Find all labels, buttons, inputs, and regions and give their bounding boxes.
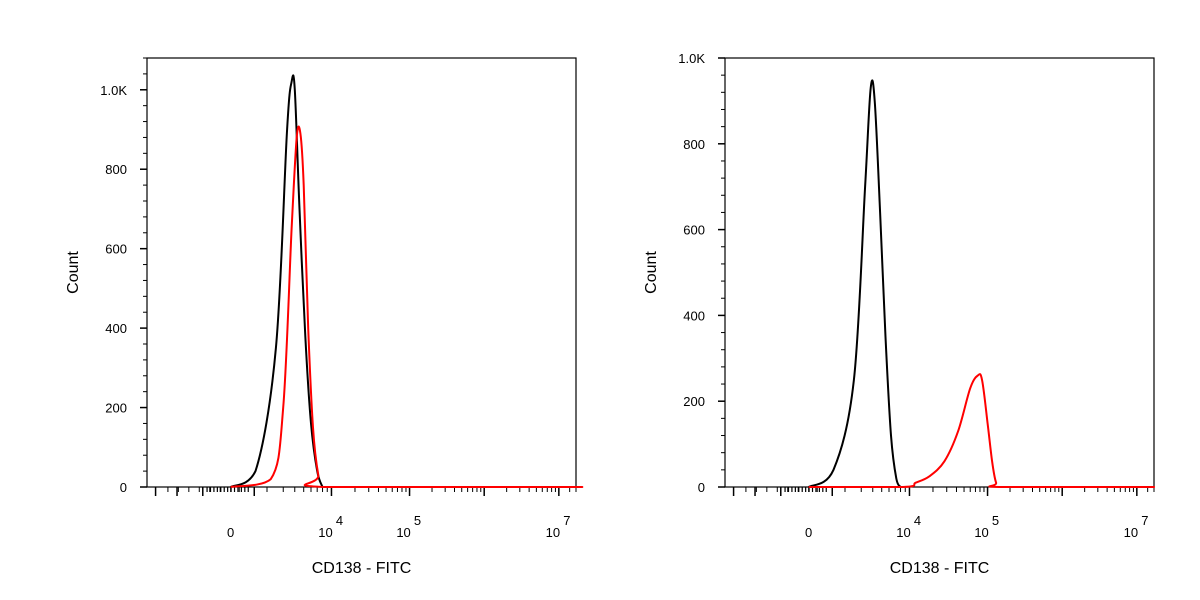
y-tick-label: 400 [105,321,127,336]
x-tick-label: 10 [546,525,560,540]
y-tick-label: 600 [683,223,705,238]
x-tick-label: 10 [396,525,410,540]
histogram-line-red [230,125,584,489]
plot-frame [724,57,1155,488]
x-tick-exponent: 5 [992,513,999,528]
x-tick-label: 0 [805,525,812,540]
y-axis-title: Count [65,251,82,294]
plot-frame [146,57,577,488]
x-tick-label: 10 [318,525,332,540]
x-tick-exponent: 4 [914,513,921,528]
x-axis-title: CD138 - FITC [312,560,412,577]
histogram-line-black [808,79,902,488]
x-tick-label: 10 [1124,525,1138,540]
histogram-line-red [808,373,1156,489]
y-tick-label: 0 [698,480,705,495]
x-tick-exponent: 7 [1141,513,1148,528]
x-axis-title: CD138 - FITC [890,560,990,577]
x-tick-exponent: 4 [336,513,343,528]
x-tick-label: 10 [896,525,910,540]
y-tick-label: 800 [105,162,127,177]
histogram-line-black [230,74,324,488]
y-tick-label: 400 [683,308,705,323]
y-axis-title: Count [643,251,660,294]
y-tick-label: 1.0K [678,51,705,66]
y-tick-label: 0 [120,480,127,495]
y-tick-label: 1.0K [100,83,127,98]
x-tick-exponent: 7 [563,513,570,528]
x-tick-exponent: 5 [414,513,421,528]
y-tick-label: 200 [105,401,127,416]
y-tick-label: 200 [683,394,705,409]
y-tick-label: 600 [105,242,127,257]
x-tick-label: 10 [974,525,988,540]
y-tick-label: 800 [683,137,705,152]
x-tick-label: 0 [227,525,234,540]
